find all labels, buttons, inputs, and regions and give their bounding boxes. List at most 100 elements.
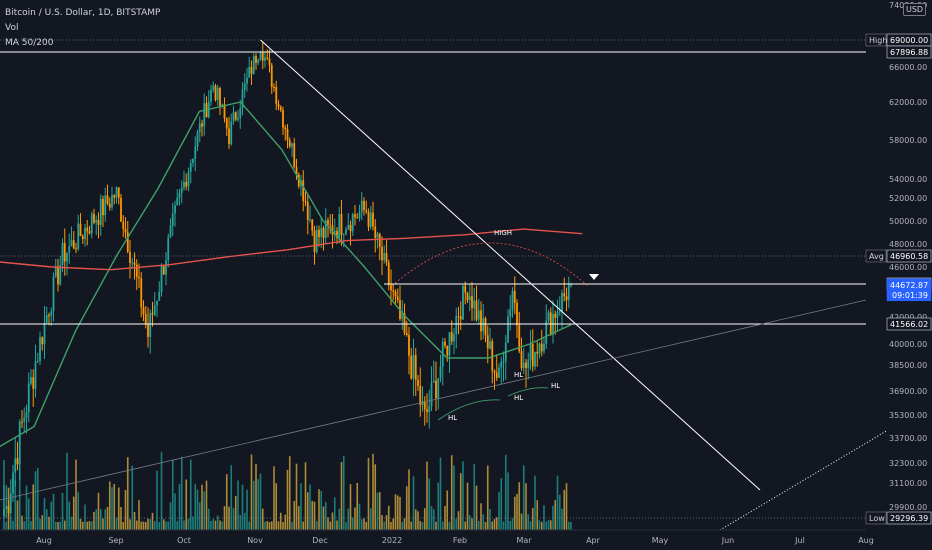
candle-body [153, 305, 156, 315]
candle-body [329, 224, 332, 226]
candle-body [70, 240, 73, 247]
candle-body [401, 313, 404, 319]
volume-bar [93, 512, 95, 530]
candle-body [48, 315, 50, 317]
candle-body [466, 292, 469, 301]
volume-bar [201, 484, 203, 530]
volume-bar [282, 521, 284, 530]
price-tick-label: 38500.00 [889, 361, 927, 370]
volume-bar [419, 521, 422, 530]
moving-average-label[interactable]: MA 50/200 [5, 38, 54, 48]
candle-body [275, 87, 278, 104]
candle-body [68, 246, 71, 253]
volume-bar [142, 521, 145, 530]
volume-bar [124, 489, 127, 530]
candle-body [363, 200, 365, 210]
ma50-line [0, 101, 572, 448]
candle-body [291, 143, 293, 147]
candle-body [239, 108, 242, 119]
candle-body [318, 229, 320, 238]
candle-body [192, 158, 194, 164]
candle-body [214, 85, 217, 100]
candle-body [279, 106, 282, 110]
candle-body [174, 205, 176, 214]
volume-bar [540, 521, 543, 530]
volume-bar [324, 501, 327, 530]
annotation-label: HIGH [494, 229, 512, 237]
volume-bar [473, 463, 476, 530]
currency-badge[interactable]: USD [903, 3, 927, 16]
candle-body [473, 300, 476, 309]
volume-bar [390, 521, 392, 530]
volume-bar [349, 484, 352, 530]
volume-bar [86, 521, 89, 530]
volume-bar [196, 489, 199, 530]
volume-bar [412, 476, 415, 530]
candle-body [228, 128, 230, 144]
price-axis-background [886, 0, 932, 550]
candle-body [196, 132, 199, 147]
volume-bar [567, 521, 570, 530]
candle-body [410, 355, 413, 379]
volume-bar [225, 474, 228, 530]
candle-body [570, 284, 572, 286]
volume-bar [345, 521, 347, 530]
time-tick-label: Mar [516, 536, 532, 545]
time-tick-label: Jul [794, 536, 805, 545]
candle-body [171, 213, 174, 226]
candle-body [297, 174, 300, 187]
candle-body [545, 320, 548, 344]
candle-body [261, 52, 264, 61]
candle-body [270, 65, 273, 87]
price-tick-label: 54000.00 [889, 175, 927, 184]
candle-body [198, 123, 201, 133]
candle-body [88, 231, 91, 234]
volume-bar [158, 521, 161, 530]
candle-body [183, 181, 185, 188]
candle-body [518, 325, 521, 352]
candle-body [565, 296, 568, 301]
candle-body [3, 508, 5, 517]
candle-body [108, 203, 111, 208]
volume-bar [205, 480, 208, 530]
volume-bar [140, 521, 143, 530]
volume-bar [516, 493, 518, 530]
volume-bar [41, 515, 44, 530]
price-tag-label: Low [869, 514, 885, 523]
candle-body [201, 123, 203, 127]
volume-bar [457, 511, 460, 530]
candle-body [464, 285, 467, 293]
candle-body [378, 233, 381, 248]
volume-bar [356, 482, 359, 530]
volume-bar [144, 521, 147, 530]
volume-bar [192, 516, 194, 530]
volume-bar [9, 517, 12, 530]
candle-body [383, 253, 386, 261]
volume-bar [381, 515, 383, 530]
price-label-value: 29296.39 [890, 514, 928, 523]
volume-bar [99, 509, 102, 530]
time-tick-label: Nov [247, 536, 263, 545]
volume-bar [453, 465, 455, 530]
alert-marker-icon[interactable] [589, 274, 599, 280]
candle-body [471, 296, 473, 309]
volume-bar [232, 507, 235, 530]
candle-body [450, 332, 453, 342]
volume-bar [234, 496, 237, 530]
price-tick-label: 52000.00 [889, 194, 927, 203]
volume-bar [450, 455, 453, 530]
volume-bar [21, 515, 23, 530]
volume-bar [120, 506, 122, 530]
candle-body [95, 220, 98, 223]
candle-body [302, 180, 305, 202]
candle-body [324, 220, 327, 238]
volume-bar [77, 491, 80, 530]
volume-bar [61, 492, 64, 530]
volume-bar [203, 491, 206, 530]
chart-legend: Bitcoin / U.S. Dollar, 1D, BITSTAMP Vol … [5, 6, 160, 51]
volume-indicator-label[interactable]: Vol [5, 23, 19, 33]
candle-body [394, 291, 397, 297]
candle-body [223, 104, 226, 119]
volume-bar [340, 462, 343, 530]
